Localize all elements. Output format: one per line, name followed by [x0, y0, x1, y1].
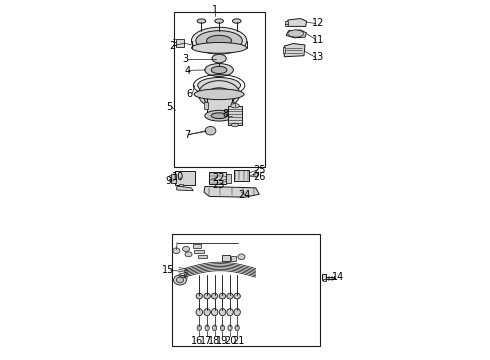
Bar — [204, 102, 208, 109]
Polygon shape — [286, 30, 306, 38]
Text: 13: 13 — [312, 53, 324, 63]
Text: 17: 17 — [199, 336, 212, 346]
Bar — [285, 21, 288, 26]
Bar — [193, 244, 201, 248]
Ellipse shape — [205, 111, 233, 121]
Text: 24: 24 — [238, 190, 250, 201]
Ellipse shape — [215, 19, 223, 23]
Ellipse shape — [205, 325, 209, 331]
Bar — [231, 102, 235, 109]
Bar — [226, 174, 231, 183]
Ellipse shape — [205, 64, 233, 76]
Ellipse shape — [234, 293, 241, 299]
Ellipse shape — [173, 275, 186, 285]
Ellipse shape — [173, 248, 180, 253]
Text: 19: 19 — [216, 336, 228, 346]
Bar — [179, 184, 183, 186]
Ellipse shape — [253, 173, 258, 176]
Text: 15: 15 — [162, 265, 174, 275]
Ellipse shape — [194, 89, 244, 100]
Ellipse shape — [211, 293, 218, 299]
Text: 12: 12 — [312, 18, 324, 28]
Polygon shape — [287, 18, 306, 26]
Bar — [175, 171, 195, 185]
Ellipse shape — [220, 293, 226, 299]
Text: 8: 8 — [222, 109, 228, 119]
Ellipse shape — [220, 325, 224, 331]
Bar — [194, 250, 204, 253]
Ellipse shape — [198, 81, 240, 108]
Text: 1: 1 — [212, 5, 218, 15]
Bar — [172, 174, 176, 183]
Ellipse shape — [235, 325, 239, 331]
Text: 10: 10 — [172, 172, 184, 183]
Text: 5: 5 — [166, 102, 172, 112]
Ellipse shape — [197, 325, 201, 331]
Bar — [228, 106, 242, 125]
Ellipse shape — [227, 309, 233, 316]
Ellipse shape — [211, 66, 227, 73]
Text: 16: 16 — [191, 336, 203, 346]
Bar — [323, 279, 326, 281]
Ellipse shape — [227, 293, 233, 299]
Text: 18: 18 — [208, 336, 220, 346]
Text: 4: 4 — [184, 66, 190, 76]
Bar — [173, 12, 265, 167]
Text: 6: 6 — [187, 89, 193, 99]
Ellipse shape — [197, 19, 206, 23]
Polygon shape — [176, 186, 193, 191]
Text: 22: 22 — [212, 173, 224, 183]
Text: 9: 9 — [165, 176, 172, 186]
Ellipse shape — [288, 30, 304, 37]
Ellipse shape — [196, 309, 202, 316]
Text: 3: 3 — [182, 54, 189, 64]
Text: 2: 2 — [169, 41, 175, 51]
Text: 20: 20 — [224, 336, 237, 346]
Bar — [172, 234, 320, 346]
Ellipse shape — [211, 113, 227, 118]
Ellipse shape — [182, 247, 190, 251]
Ellipse shape — [212, 54, 226, 63]
Text: 25: 25 — [253, 165, 266, 175]
Bar — [322, 274, 326, 280]
Ellipse shape — [204, 293, 210, 299]
Text: 7: 7 — [184, 130, 190, 140]
Ellipse shape — [197, 77, 241, 93]
Ellipse shape — [232, 19, 241, 23]
Polygon shape — [284, 44, 305, 57]
Ellipse shape — [205, 126, 216, 135]
Bar — [176, 39, 184, 47]
Bar — [222, 255, 230, 261]
Text: 23: 23 — [212, 180, 225, 190]
Ellipse shape — [238, 254, 245, 260]
Ellipse shape — [204, 309, 210, 316]
Text: 14: 14 — [332, 272, 344, 282]
Bar — [207, 94, 232, 116]
Ellipse shape — [228, 325, 232, 331]
Ellipse shape — [234, 309, 241, 316]
Ellipse shape — [196, 31, 243, 51]
Text: 21: 21 — [232, 336, 245, 346]
Polygon shape — [204, 186, 259, 197]
Bar — [209, 172, 226, 184]
Ellipse shape — [231, 123, 239, 127]
Ellipse shape — [192, 27, 247, 54]
Bar — [198, 255, 207, 257]
Bar — [283, 47, 285, 53]
Ellipse shape — [211, 309, 218, 316]
Bar — [234, 170, 249, 181]
Bar — [231, 256, 236, 261]
Ellipse shape — [220, 309, 226, 316]
Ellipse shape — [185, 252, 192, 257]
Ellipse shape — [176, 277, 184, 283]
Ellipse shape — [196, 293, 202, 299]
Text: 11: 11 — [312, 35, 324, 45]
Ellipse shape — [204, 88, 234, 108]
Ellipse shape — [192, 42, 246, 53]
Text: 26: 26 — [253, 172, 266, 182]
Ellipse shape — [213, 325, 217, 331]
Ellipse shape — [231, 104, 239, 108]
Ellipse shape — [207, 35, 232, 46]
